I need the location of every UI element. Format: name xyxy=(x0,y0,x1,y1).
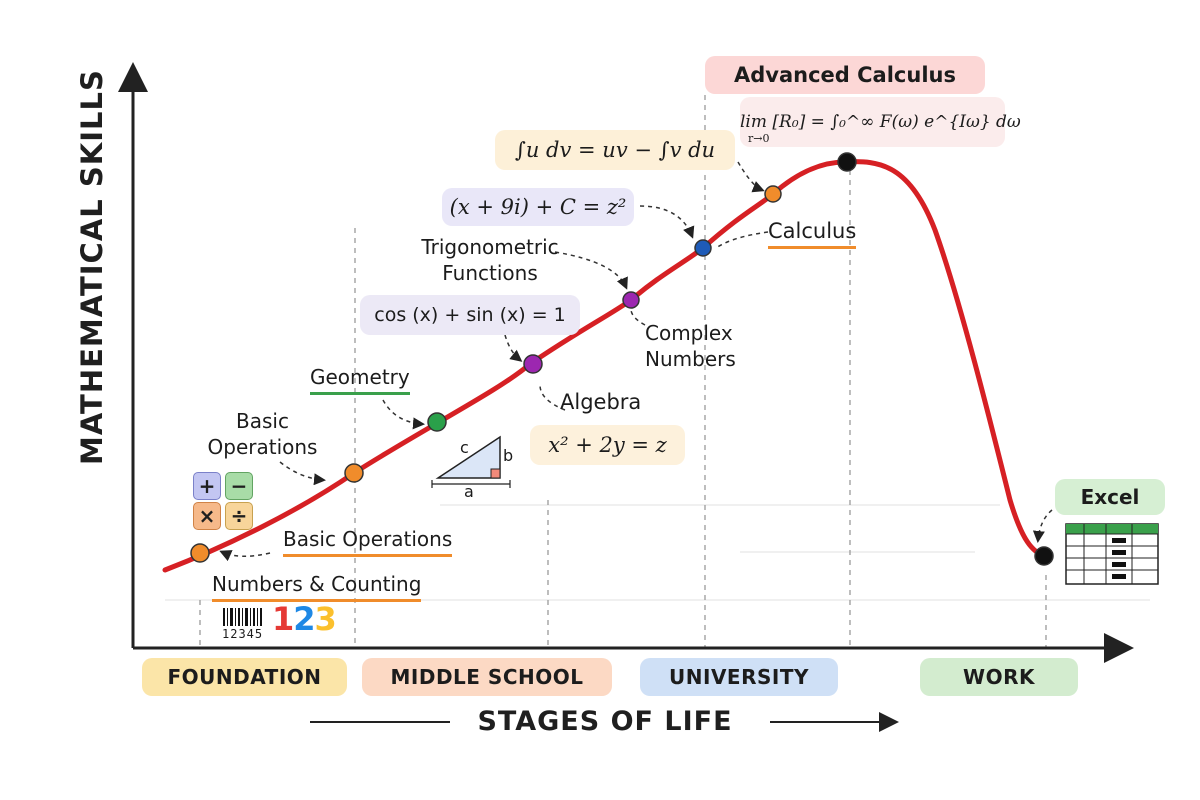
label-algebra: Algebra xyxy=(560,390,642,414)
dot-basic-operations xyxy=(344,463,364,483)
dot-peak xyxy=(837,152,857,172)
plus-icon: + xyxy=(193,472,221,500)
skills-curve xyxy=(162,159,1049,573)
label-advanced-calculus: Advanced Calculus xyxy=(705,56,985,94)
dot-geometry xyxy=(427,412,447,432)
axes xyxy=(118,62,1134,663)
barcode-icon xyxy=(223,608,262,626)
digit-1: 1 xyxy=(272,600,294,638)
divide-icon: ÷ xyxy=(225,502,253,530)
label-geometry: Geometry xyxy=(310,364,410,395)
dot-algebra xyxy=(523,354,543,374)
triangle-label-c: c xyxy=(460,438,469,457)
dot-complex-numbers xyxy=(622,291,640,309)
dot-advanced-calculus xyxy=(764,185,782,203)
formula-limit-main: lim [R₀] = ∫₀^∞ F(ω) e^{Iω} dω xyxy=(740,112,1021,132)
minus-icon: − xyxy=(225,472,253,500)
label-basic-operations: Basic Operations xyxy=(283,526,453,557)
label-basic-operations-side: Basic Operations xyxy=(207,409,318,459)
stage-middle-school: MIDDLE SCHOOL xyxy=(362,658,612,696)
label-trigonometric-line2: Functions xyxy=(442,261,538,285)
y-axis-title: MATHEMATICAL SKILLS xyxy=(75,69,109,465)
label-complex-line2: Numbers xyxy=(645,347,736,371)
triangle-label-a: a xyxy=(464,482,474,501)
formula-limit: lim [R₀] = ∫₀^∞ F(ω) e^{Iω} dω xyxy=(740,97,1021,147)
formula-complex: (x + 9i) + C = z² xyxy=(442,188,634,226)
formula-trig: cos (x) + sin (x) = 1 xyxy=(360,295,580,335)
digit-2: 2 xyxy=(293,600,315,638)
stage-university: UNIVERSITY xyxy=(640,658,838,696)
label-complex-line1: Complex xyxy=(645,321,733,345)
label-excel: Excel xyxy=(1055,479,1165,515)
stage-dividers xyxy=(199,95,1047,648)
triangle-label-b: b xyxy=(503,446,514,465)
spreadsheet-icon xyxy=(1065,523,1159,585)
formula-algebra: x² + 2y = z xyxy=(530,425,685,465)
label-numbers-counting: Numbers & Counting xyxy=(212,571,422,602)
stage-foundation: FOUNDATION xyxy=(142,658,347,696)
digits-icon: 123 xyxy=(272,600,337,638)
label-calculus: Calculus xyxy=(768,218,857,249)
label-trigonometric-line1: Trigonometric xyxy=(421,235,559,259)
dot-excel xyxy=(1034,546,1054,566)
barcode-number: 12345 xyxy=(222,627,264,641)
stage-work: WORK xyxy=(920,658,1078,696)
connectors xyxy=(219,161,1053,562)
x-axis-title: STAGES OF LIFE xyxy=(477,706,733,737)
milestone-dots xyxy=(190,152,1054,566)
triangle-icon xyxy=(431,435,511,488)
dot-numbers-counting xyxy=(190,543,210,563)
formula-integration-by-parts: ∫u dv = uv − ∫v du xyxy=(495,130,735,170)
times-icon: × xyxy=(193,502,221,530)
digit-3: 3 xyxy=(314,600,337,638)
formula-limit-subscript: r→0 xyxy=(748,132,770,145)
dot-calculus xyxy=(694,239,712,257)
